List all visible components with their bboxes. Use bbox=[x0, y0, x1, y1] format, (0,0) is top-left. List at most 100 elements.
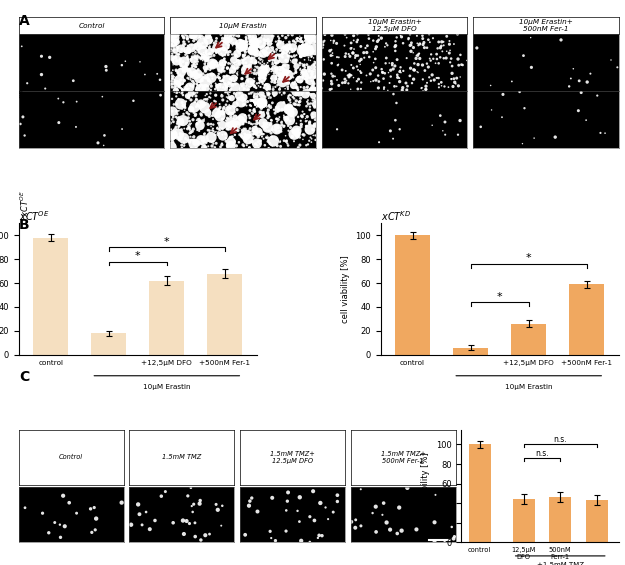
Point bbox=[262, 102, 272, 111]
Point bbox=[271, 128, 281, 137]
Point bbox=[128, 96, 138, 105]
Point bbox=[226, 141, 236, 150]
Point bbox=[248, 109, 258, 118]
Point bbox=[340, 75, 350, 84]
Point bbox=[434, 73, 444, 82]
Point bbox=[307, 82, 317, 91]
Point bbox=[612, 63, 622, 72]
Point bbox=[252, 49, 262, 58]
Point bbox=[251, 84, 261, 93]
Point bbox=[196, 99, 206, 108]
Point bbox=[249, 92, 259, 101]
Point bbox=[292, 89, 302, 98]
Point bbox=[179, 37, 189, 46]
Point bbox=[246, 49, 256, 58]
Point bbox=[273, 32, 283, 41]
Point bbox=[166, 143, 176, 152]
Point bbox=[185, 82, 195, 92]
Point bbox=[298, 41, 308, 50]
Point bbox=[167, 94, 177, 103]
Point bbox=[246, 79, 256, 88]
Point bbox=[217, 58, 227, 67]
Point bbox=[281, 42, 291, 51]
Point bbox=[201, 63, 211, 72]
Point bbox=[169, 48, 179, 57]
Point bbox=[265, 527, 275, 536]
Point bbox=[408, 48, 418, 57]
Point bbox=[232, 40, 242, 49]
Point bbox=[167, 40, 177, 49]
Point bbox=[204, 43, 214, 52]
Point bbox=[274, 58, 284, 67]
Point bbox=[345, 52, 355, 61]
Point bbox=[216, 42, 226, 51]
Point bbox=[226, 121, 236, 130]
Point bbox=[269, 53, 279, 62]
Point bbox=[186, 56, 196, 66]
Point bbox=[178, 57, 188, 66]
Point bbox=[394, 77, 404, 86]
Point bbox=[278, 60, 288, 69]
Point bbox=[249, 81, 259, 90]
Point bbox=[282, 42, 292, 51]
Point bbox=[449, 40, 459, 49]
Point bbox=[264, 144, 274, 153]
Point bbox=[274, 112, 284, 121]
Point bbox=[329, 38, 339, 47]
Point bbox=[189, 36, 199, 45]
Point bbox=[219, 54, 229, 63]
Point bbox=[274, 36, 284, 45]
Point bbox=[188, 82, 198, 91]
Point bbox=[352, 37, 362, 46]
Point bbox=[176, 125, 186, 134]
Point bbox=[234, 40, 244, 49]
Point bbox=[204, 128, 214, 137]
Point bbox=[306, 38, 316, 47]
Point bbox=[281, 42, 291, 51]
Point bbox=[221, 116, 231, 125]
Point bbox=[279, 98, 289, 107]
Point bbox=[228, 59, 238, 68]
Point bbox=[306, 49, 316, 58]
Point bbox=[239, 45, 249, 54]
Point bbox=[217, 67, 227, 76]
Point bbox=[436, 44, 446, 53]
Point bbox=[168, 115, 177, 124]
Point bbox=[186, 75, 196, 84]
Point bbox=[206, 100, 216, 109]
Point bbox=[176, 72, 186, 81]
Point bbox=[309, 46, 319, 55]
Point bbox=[287, 47, 297, 56]
Point bbox=[252, 93, 262, 102]
Point bbox=[369, 58, 379, 67]
Point bbox=[167, 53, 177, 62]
Point bbox=[277, 105, 287, 114]
Point bbox=[309, 89, 319, 98]
Point bbox=[199, 95, 209, 104]
Point bbox=[264, 89, 274, 98]
Point bbox=[137, 520, 147, 529]
Point bbox=[207, 61, 217, 70]
Point bbox=[291, 88, 301, 97]
Point bbox=[184, 136, 194, 145]
Point bbox=[263, 35, 273, 44]
Point bbox=[284, 51, 294, 60]
Point bbox=[211, 57, 221, 66]
Point bbox=[177, 115, 187, 124]
Point bbox=[262, 88, 272, 97]
Point bbox=[409, 66, 419, 75]
Point bbox=[274, 69, 284, 78]
Point bbox=[406, 47, 416, 56]
Point bbox=[413, 41, 423, 50]
Point bbox=[237, 37, 247, 46]
Point bbox=[228, 101, 238, 110]
Point bbox=[185, 67, 195, 76]
Bar bbox=[549, 497, 571, 542]
Point bbox=[291, 119, 301, 128]
Point bbox=[216, 29, 226, 38]
Point bbox=[189, 140, 199, 149]
Point bbox=[216, 30, 226, 39]
Point bbox=[257, 132, 267, 141]
Point bbox=[184, 124, 194, 133]
Point bbox=[198, 123, 208, 132]
